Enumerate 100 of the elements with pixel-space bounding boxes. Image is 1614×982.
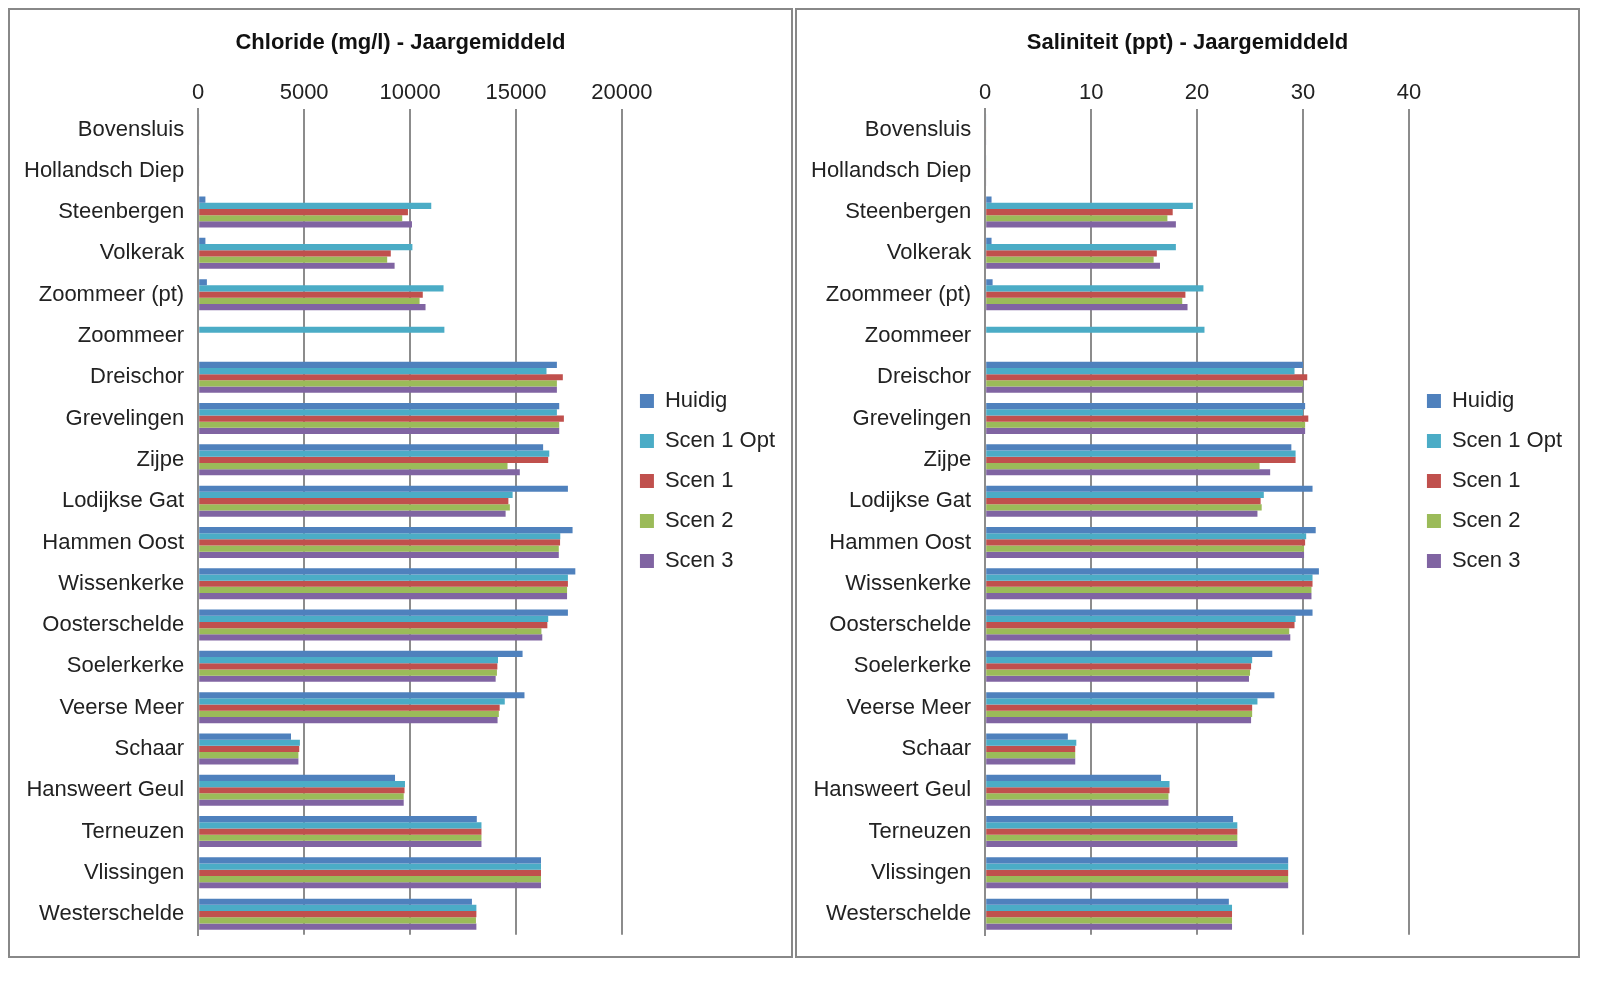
- bar: [199, 710, 499, 717]
- bar: [199, 663, 498, 670]
- bar: [199, 367, 547, 375]
- bar: [986, 256, 1154, 263]
- bar: [199, 745, 300, 753]
- bar: [986, 285, 1204, 292]
- bar: [986, 621, 1295, 629]
- y-tick-label: Wissenkerke: [845, 569, 972, 595]
- bar: [986, 551, 1305, 558]
- bar: [199, 834, 482, 841]
- bar: [986, 923, 1233, 930]
- bar: [986, 875, 1289, 883]
- bar: [986, 774, 1162, 781]
- bar: [199, 586, 568, 594]
- bar: [986, 450, 1296, 457]
- bar: [986, 409, 1303, 416]
- bar: [986, 733, 1068, 740]
- bar: [986, 279, 993, 286]
- bar: [986, 421, 1306, 428]
- legend-label: Scen 2: [664, 507, 734, 533]
- bar: [986, 380, 1303, 387]
- bar: [199, 539, 561, 546]
- bar: [199, 733, 291, 740]
- y-tick-label: Zijpe: [136, 445, 185, 471]
- bar: [199, 704, 500, 711]
- bar: [986, 634, 1291, 641]
- bar: [199, 427, 560, 435]
- bar: [199, 799, 404, 806]
- bar: [199, 875, 541, 883]
- bar: [986, 427, 1306, 435]
- bar: [199, 898, 472, 905]
- bar: [199, 634, 543, 641]
- y-tick-label: Hammen Oost: [829, 528, 972, 554]
- bar: [986, 291, 1186, 298]
- bar: [199, 196, 206, 203]
- bar: [986, 822, 1238, 829]
- bar: [199, 491, 513, 499]
- bar: [199, 774, 396, 781]
- bar: [986, 504, 1262, 511]
- y-tick-label: Bovensluis: [77, 115, 185, 141]
- y-tick-label: Dreischor: [877, 363, 972, 389]
- y-tick-label: Hollandsch Diep: [24, 156, 185, 182]
- bar: [986, 752, 1076, 759]
- y-tick-label: Vlissingen: [870, 858, 972, 884]
- bar: [986, 491, 1264, 499]
- bar: [986, 386, 1303, 393]
- bar: [199, 593, 568, 600]
- bar: [199, 650, 523, 658]
- bar: [986, 904, 1233, 912]
- x-tick-label: 0: [979, 78, 992, 104]
- x-tick-label: 10000: [379, 78, 441, 104]
- bar: [199, 533, 561, 540]
- bar: [986, 533, 1307, 540]
- bar: [199, 504, 510, 511]
- legend-label: Scen 3: [1451, 547, 1521, 573]
- bar: [199, 822, 482, 829]
- bar: [199, 615, 549, 622]
- bar: [986, 787, 1170, 794]
- bar: [986, 237, 992, 245]
- bar: [199, 545, 559, 552]
- y-tick-label: Lodijkse Gat: [848, 487, 972, 513]
- bar: [986, 580, 1313, 587]
- bar: [986, 657, 1253, 664]
- bar: [986, 840, 1238, 848]
- bar: [986, 456, 1296, 463]
- bar: [199, 758, 299, 765]
- x-tick-label: 0: [192, 78, 205, 104]
- y-tick-label: Hansweert Geul: [813, 776, 972, 802]
- bar: [986, 568, 1319, 575]
- y-tick-label: Volkerak: [99, 239, 186, 265]
- bar: [986, 704, 1253, 711]
- bar: [986, 898, 1229, 905]
- bar: [986, 297, 1183, 304]
- bar: [986, 361, 1303, 368]
- bar: [199, 698, 505, 705]
- bar: [986, 710, 1253, 717]
- x-tick-label: 5000: [279, 78, 329, 104]
- bar: [986, 828, 1238, 835]
- bar: [199, 285, 444, 292]
- bar: [986, 609, 1313, 616]
- chart-title: Chloride (mg/l) - Jaargemiddeld: [235, 29, 566, 55]
- bar: [986, 917, 1233, 924]
- x-tick-label: 40: [1396, 78, 1422, 104]
- bar: [199, 380, 557, 387]
- bar: [986, 208, 1173, 216]
- bar: [986, 628, 1290, 635]
- bar: [986, 244, 1176, 251]
- bar: [199, 279, 207, 286]
- bar: [199, 752, 299, 759]
- y-tick-label: Westerschelde: [39, 900, 185, 926]
- bar: [986, 615, 1296, 622]
- bar: [199, 208, 408, 216]
- bar: [199, 869, 541, 876]
- y-tick-label: Zoommeer: [77, 322, 185, 348]
- y-tick-label: Grevelingen: [852, 404, 972, 430]
- chart-title: Saliniteit (ppt) - Jaargemiddeld: [1026, 29, 1349, 55]
- bar: [199, 911, 477, 918]
- bar: [986, 869, 1289, 876]
- bar: [199, 923, 477, 930]
- bar: [199, 326, 445, 333]
